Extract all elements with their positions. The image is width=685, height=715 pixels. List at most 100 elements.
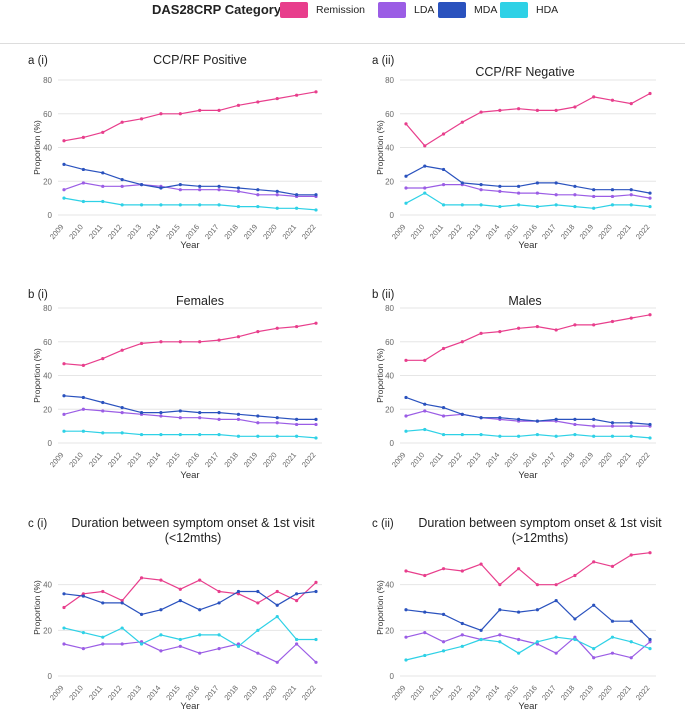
p5-series-remission-point-2022 [648, 551, 652, 555]
p3-series-mda-point-2018 [573, 417, 577, 421]
p3-series-hda-line [405, 428, 651, 439]
p2-series-lda-point-2012 [120, 411, 124, 415]
p2-series-hda-point-2020 [275, 434, 279, 438]
p2-xtick-2016: 2016 [184, 451, 202, 470]
p4-series-mda-point-2020 [275, 603, 279, 607]
p1-series-remission-point-2020 [610, 98, 615, 102]
p1-ylabel: Proportion (%) [375, 120, 385, 175]
p2-series-hda-point-2012 [120, 431, 124, 435]
p4-series-remission-point-2012 [120, 599, 124, 603]
p1-series-mda-point-2022 [648, 191, 652, 195]
p1-ytick-60: 60 [385, 110, 394, 119]
p3-series-hda-point-2020 [610, 434, 615, 438]
p0-series-mda-point-2013 [139, 183, 144, 187]
p3-ytick-60: 60 [385, 338, 394, 347]
p5-series-hda-point-2014 [498, 640, 502, 644]
p1-series-mda-point-2010 [423, 164, 427, 168]
p5-series-lda-point-2017 [554, 651, 558, 655]
p2-series-remission-point-2014 [159, 340, 163, 344]
p0-series-mda-point-2017 [217, 184, 221, 188]
p5-series-remission-point-2013 [479, 562, 483, 566]
p5-series-remission-point-2018 [573, 573, 577, 578]
p1-series-remission-point-2016 [535, 108, 539, 112]
p4-xtick-2015: 2015 [164, 684, 182, 703]
panel-label-a-i: a (i) [28, 55, 48, 67]
p1-series-hda-point-2018 [573, 204, 577, 209]
p2-series-lda-point-2014 [159, 414, 163, 418]
p5-series-lda-point-2012 [460, 633, 464, 637]
p5-xtick-2018: 2018 [559, 684, 577, 703]
p4-series-lda-point-2011 [101, 642, 105, 646]
p0-xtick-2020: 2020 [261, 223, 279, 242]
p5-xtick-2020: 2020 [596, 684, 614, 703]
p3-series-mda-point-2012 [460, 412, 464, 416]
p1-xlabel: Year [518, 240, 537, 251]
p0-series-lda-point-2015 [178, 188, 182, 192]
p1-series-hda-line [405, 192, 651, 209]
p3-ytick-80: 80 [385, 304, 394, 313]
p3-series-remission-point-2021 [629, 316, 633, 320]
p1-xtick-2015: 2015 [503, 223, 521, 242]
p0-xtick-2017: 2017 [203, 223, 221, 242]
p5-series-mda-point-2018 [573, 617, 577, 621]
p2-series-remission-point-2012 [120, 348, 124, 352]
p0-ytick-40: 40 [43, 144, 52, 153]
p3-xtick-2014: 2014 [484, 451, 502, 470]
p1-series-mda-point-2018 [573, 184, 577, 188]
p2-xlabel: Year [180, 470, 199, 481]
p4-xtick-2020: 2020 [261, 684, 279, 703]
p5-xtick-2010: 2010 [409, 684, 427, 703]
p0-series-lda-point-2012 [120, 184, 124, 188]
panel-label-b-ii: b (ii) [372, 289, 395, 301]
p0-series-remission-point-2015 [178, 112, 182, 116]
p3-series-hda-point-2016 [535, 432, 539, 437]
p0-series-mda-point-2011 [101, 171, 105, 175]
p5-ytick-20: 20 [385, 626, 394, 635]
p3-series-hda-point-2022 [648, 436, 652, 440]
p1-xtick-2011: 2011 [428, 223, 445, 241]
p0-series-lda-point-2018 [236, 189, 241, 193]
p1-ytick-80: 80 [385, 76, 394, 85]
p3-ytick-20: 20 [385, 405, 394, 414]
p0-series-mda-point-2021 [295, 193, 299, 197]
p0-series-remission-point-2022 [314, 90, 318, 94]
p2-xtick-2017: 2017 [203, 451, 221, 470]
p1-xtick-2021: 2021 [615, 223, 633, 242]
p3-series-remission-point-2020 [610, 319, 615, 324]
p4-series-hda-line [63, 615, 316, 647]
p2-series-mda-point-2021 [295, 417, 299, 421]
p1-series-remission-point-2015 [517, 107, 521, 111]
p2-series-mda-point-2022 [314, 417, 318, 421]
panel-label-b-i: b (i) [28, 289, 48, 301]
p4-xtick-2022: 2022 [300, 684, 318, 703]
p0-xtick-2021: 2021 [281, 223, 299, 242]
p0-series-mda-point-2012 [120, 177, 124, 182]
p0-series-remission-point-2017 [217, 108, 221, 112]
p3-xtick-2011: 2011 [428, 451, 445, 469]
p2-series-remission-point-2018 [236, 335, 241, 339]
p2-xtick-2011: 2011 [87, 451, 104, 469]
p1-series-hda-point-2012 [460, 203, 464, 207]
p1-series-lda-point-2019 [592, 194, 596, 199]
p0-series-remission-point-2012 [120, 120, 124, 124]
p4-series-hda-point-2012 [120, 626, 124, 630]
p2-series-hda-point-2021 [295, 434, 299, 438]
p5-series-remission-point-2019 [592, 560, 596, 564]
p5-series-mda-point-2009 [404, 608, 408, 612]
p4-xtick-2011: 2011 [87, 684, 104, 702]
p5-series-remission-point-2017 [554, 583, 558, 587]
p0-series-hda-line [63, 197, 317, 211]
p2-series-mda-point-2016 [198, 411, 202, 415]
p4-series-remission-point-2011 [101, 589, 105, 594]
p3-ytick-40: 40 [385, 372, 394, 381]
p3-series-hda-point-2009 [404, 429, 408, 433]
p4-series-lda-point-2019 [256, 651, 260, 655]
p2-series-remission-point-2021 [295, 324, 299, 329]
p5-series-remission-point-2021 [629, 553, 633, 557]
p5-series-hda-point-2020 [610, 635, 615, 639]
p5-series-mda-point-2016 [535, 608, 539, 612]
p5-xlabel: Year [518, 701, 537, 712]
p3-xtick-2018: 2018 [559, 451, 577, 470]
p2-series-hda-point-2013 [139, 432, 144, 437]
p4-series-hda-point-2011 [101, 635, 105, 639]
